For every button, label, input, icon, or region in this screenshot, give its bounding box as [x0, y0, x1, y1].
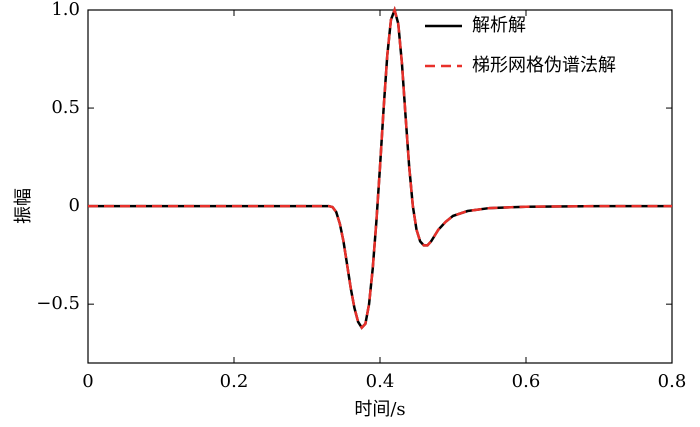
y-axis-label: 振幅	[13, 188, 34, 224]
y-tick-label: 1.0	[51, 0, 80, 20]
x-tick-label: 0.4	[366, 371, 395, 392]
x-tick-label: 0.8	[658, 371, 687, 392]
x-axis-label: 时间/s	[354, 399, 405, 420]
x-tick-label: 0.6	[512, 371, 541, 392]
y-tick-label: 0	[69, 195, 80, 216]
legend-label: 解析解	[472, 15, 526, 36]
x-tick-label: 0	[82, 371, 93, 392]
legend-label: 梯形网格伪谱法解	[472, 55, 616, 76]
x-tick-label: 0.2	[220, 371, 249, 392]
series-line	[88, 5, 672, 330]
y-tick-label: −0.5	[36, 293, 80, 314]
y-tick-label: 0.5	[51, 97, 80, 118]
